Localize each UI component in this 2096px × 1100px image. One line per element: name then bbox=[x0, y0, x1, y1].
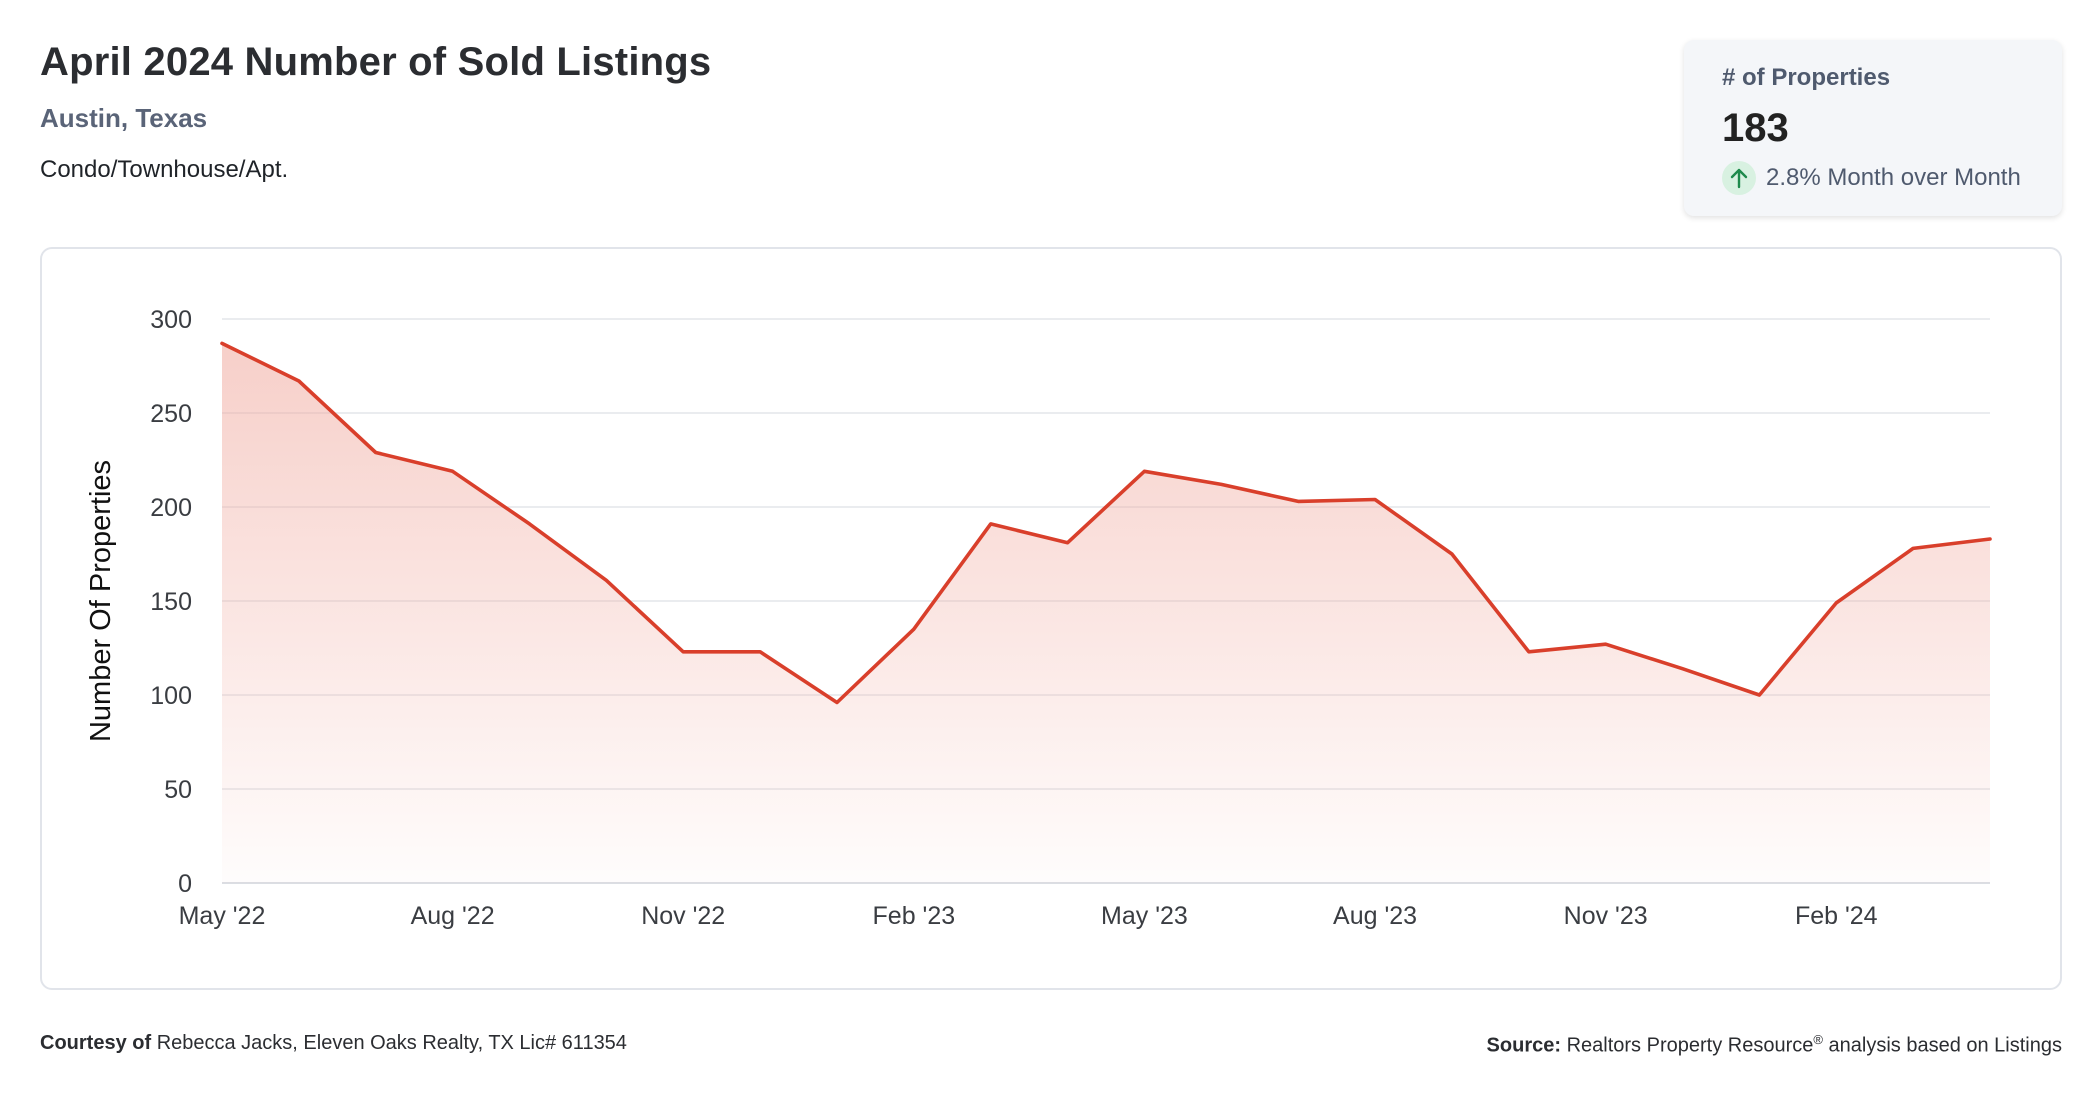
kpi-value: 183 bbox=[1722, 106, 1789, 150]
courtesy-text: Rebecca Jacks, Eleven Oaks Realty, TX Li… bbox=[156, 1032, 627, 1054]
y-tick-label: 200 bbox=[150, 494, 192, 522]
y-tick-label: 0 bbox=[178, 870, 192, 898]
source-footer: Source: Realtors Property Resource® anal… bbox=[1487, 1032, 2062, 1058]
x-tick-label: Feb '23 bbox=[873, 902, 956, 930]
y-tick-label: 100 bbox=[150, 682, 192, 710]
x-tick-label: Aug '22 bbox=[411, 902, 495, 930]
series-area bbox=[222, 343, 1990, 883]
y-tick-label: 150 bbox=[150, 588, 192, 616]
arrow-up-icon bbox=[1722, 161, 1756, 195]
x-tick-label: May '22 bbox=[179, 902, 266, 930]
kpi-label: # of Properties bbox=[1722, 64, 1891, 91]
kpi-change: 2.8% Month over Month bbox=[1722, 161, 2062, 195]
series-line bbox=[220, 341, 1992, 705]
courtesy-footer: Courtesy of Rebecca Jacks, Eleven Oaks R… bbox=[40, 1032, 627, 1055]
kpi-change-text: 2.8% Month over Month bbox=[1766, 164, 2021, 191]
source-text-post: analysis based on Listings bbox=[1822, 1034, 2063, 1057]
y-tick-label: 300 bbox=[150, 306, 192, 334]
y-axis-label: Number Of Properties bbox=[85, 460, 117, 742]
x-tick-label: Feb '24 bbox=[1795, 902, 1878, 930]
x-tick-label: Aug '23 bbox=[1333, 902, 1417, 930]
location-subtitle: Austin, Texas bbox=[40, 103, 208, 133]
courtesy-label: Courtesy of bbox=[40, 1032, 152, 1054]
page-title: April 2024 Number of Sold Listings bbox=[40, 40, 712, 84]
chart-card: 0 50 100 150 200 250 300 May '22 Aug '22 Nov '22… bbox=[40, 247, 2062, 990]
source-label: Source: bbox=[1486, 1034, 1562, 1057]
kpi-card: # of Properties 183 2.8% Month over Mont… bbox=[1684, 40, 2062, 216]
y-tick-label: 50 bbox=[164, 776, 192, 804]
line-chart: 0 50 100 150 200 250 300 May '22 Aug '22 Nov '22… bbox=[85, 306, 1992, 930]
registered-mark: ® bbox=[1813, 1032, 1823, 1047]
x-tick-label: Nov '22 bbox=[641, 902, 725, 930]
header: April 2024 Number of Sold Listings Austi… bbox=[40, 40, 711, 184]
y-tick-label: 250 bbox=[150, 400, 192, 428]
x-tick-label: Nov '23 bbox=[1564, 902, 1648, 930]
property-type-label: Condo/Townhouse/Apt. bbox=[40, 156, 289, 183]
source-text: Realtors Property Resource bbox=[1566, 1034, 1814, 1057]
x-tick-label: May '23 bbox=[1101, 902, 1188, 930]
